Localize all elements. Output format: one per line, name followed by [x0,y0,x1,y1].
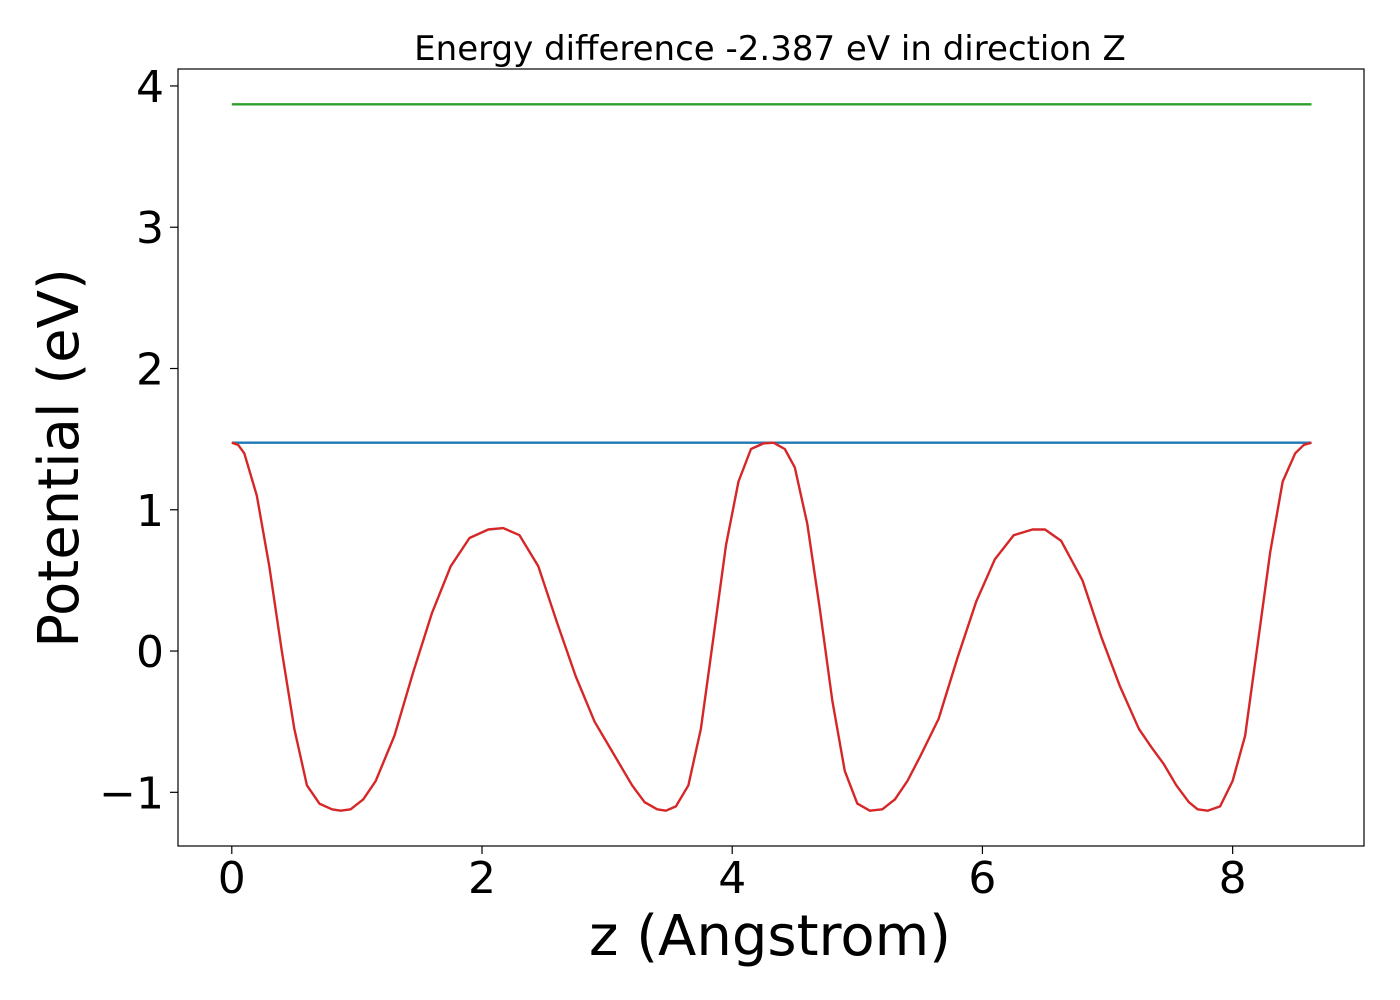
x-tick-label: 6 [968,853,996,904]
x-axis-label: z (Angstrom) [589,904,951,969]
chart-title: Energy difference -2.387 eV in direction… [414,29,1126,69]
y-tick-label: 3 [136,203,164,254]
x-tick-label: 2 [468,853,496,904]
x-axis-ticks: 0 2 4 6 8 [218,846,1247,904]
series-line-2 [231,441,1312,812]
x-tick-label: 8 [1219,853,1247,904]
x-tick-label: 4 [718,853,746,904]
y-tick-label: 0 [136,627,164,678]
y-axis-label: Potential (eV) [27,268,92,648]
y-tick-label: −1 [99,768,164,819]
y-tick-label: 4 [136,62,164,113]
y-tick-label: 1 [136,486,164,537]
y-axis-ticks: −1 0 1 2 3 4 [99,62,178,819]
y-tick-label: 2 [136,344,164,395]
x-tick-label: 0 [218,853,246,904]
plot-lines [231,103,1312,812]
plot-frame [177,68,1365,847]
